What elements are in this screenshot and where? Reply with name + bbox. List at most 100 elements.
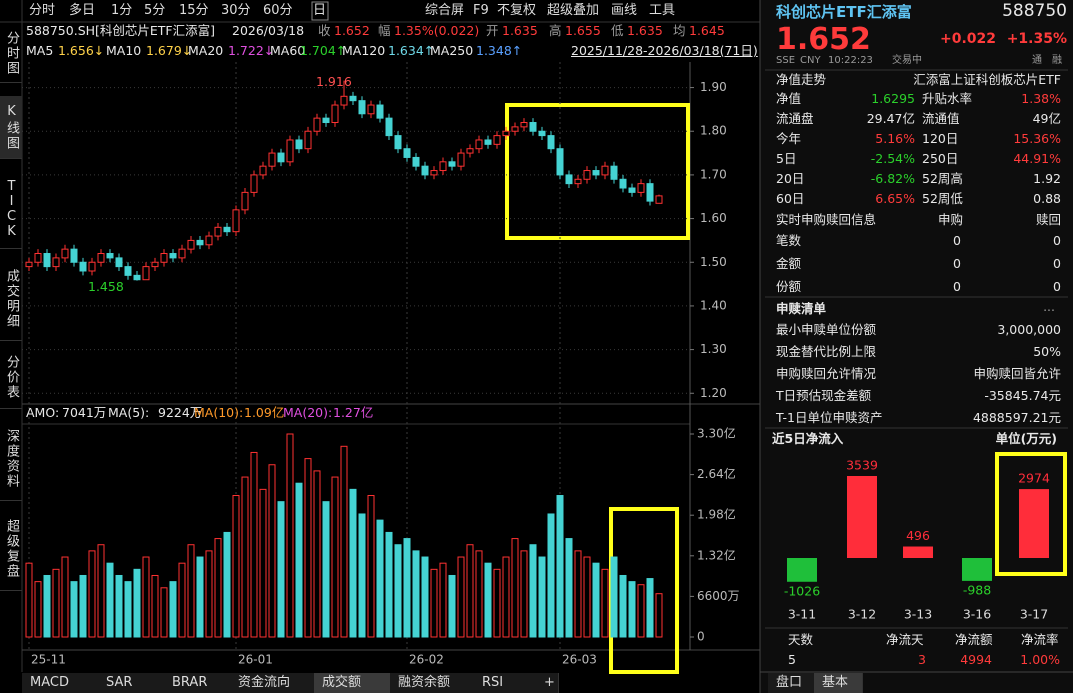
- stat-label: 52周高: [922, 171, 963, 186]
- period-tab[interactable]: 5分: [144, 3, 166, 18]
- flow-bar: [847, 476, 877, 558]
- y-tick-label: 1.20: [700, 386, 727, 400]
- side-tab[interactable]: 超级复盘: [0, 508, 22, 591]
- side-tab[interactable]: TICK: [0, 170, 22, 249]
- side-tab[interactable]: K线图: [0, 96, 22, 159]
- stat-label: 净值: [776, 91, 802, 106]
- volume-bar: [394, 544, 402, 638]
- row-value: 申购赎回皆允许: [973, 366, 1061, 381]
- candle-body: [313, 117, 321, 132]
- tool-button[interactable]: 工具: [649, 3, 676, 18]
- fund-name: 汇添富上证科创板芯片ETF: [913, 72, 1061, 87]
- candle-body: [88, 261, 96, 272]
- volume-bar: [322, 501, 330, 638]
- volume-bar: [628, 581, 636, 638]
- candle-body: [214, 226, 222, 237]
- candle-body: [151, 261, 159, 268]
- flow-bar: [787, 558, 817, 582]
- panel-tab[interactable]: 基本: [814, 673, 863, 693]
- volume-bar: [52, 568, 60, 638]
- period-tab[interactable]: 分时: [29, 3, 56, 18]
- quote-label: 低: [611, 23, 624, 38]
- y-tick-label: 1.90: [700, 80, 727, 94]
- candle-body: [304, 130, 312, 150]
- flow-value-label: -1026: [784, 583, 820, 598]
- period-tab[interactable]: 30分: [221, 3, 251, 18]
- flow-category: 3-16: [963, 607, 991, 622]
- period-tab[interactable]: 15分: [179, 3, 209, 18]
- volume-bar: [538, 556, 546, 638]
- side-tab[interactable]: 分价表: [0, 346, 22, 409]
- candle-body: [124, 266, 132, 276]
- candle-body: [133, 274, 141, 281]
- candle-body: [529, 122, 537, 132]
- max-annotation: 1.916: [316, 74, 352, 89]
- volume-bar: [88, 550, 96, 638]
- indicator-tab[interactable]: SAR: [98, 673, 165, 693]
- volume-bar: [178, 562, 186, 638]
- side-tab[interactable]: 深度资料: [0, 418, 22, 501]
- volume-bar: [556, 495, 564, 638]
- tool-button[interactable]: F9: [473, 3, 489, 18]
- stat-label: 120日: [922, 131, 959, 146]
- candle-body: [628, 187, 636, 193]
- y-tick-label: 1.40: [700, 298, 727, 312]
- amo-label: AMO:: [26, 405, 60, 420]
- quote-value: 1.655: [565, 23, 601, 38]
- tool-button[interactable]: 画线: [611, 3, 638, 18]
- more-button[interactable]: ...: [1043, 299, 1055, 314]
- volume-bar: [565, 538, 573, 638]
- period-tab[interactable]: 日: [313, 3, 327, 18]
- tool-button[interactable]: 综合屏: [425, 3, 465, 18]
- volume-bar: [484, 562, 492, 638]
- flow-category: 3-11: [788, 607, 816, 622]
- stat-label: 流通盘: [776, 111, 814, 126]
- column-header: 申购: [937, 212, 963, 227]
- volume-bar: [358, 513, 366, 638]
- indicator-tab[interactable]: RSI: [474, 673, 541, 693]
- side-tab[interactable]: 成交明细: [0, 258, 22, 341]
- ma-value: 1.656↓: [58, 43, 105, 58]
- row-value: 0: [1053, 233, 1061, 248]
- tool-button[interactable]: 不复权: [497, 3, 537, 18]
- vol-ma-label: MA(10):: [194, 405, 244, 420]
- indicator-tab[interactable]: BRAR: [164, 673, 231, 693]
- volume-bar: [448, 574, 456, 638]
- period-tab[interactable]: 多日: [69, 3, 96, 18]
- candle-body: [457, 152, 465, 167]
- volume-bar: [304, 458, 312, 638]
- candle-body: [610, 165, 618, 180]
- candle-body: [79, 261, 87, 272]
- row-label: 笔数: [776, 233, 802, 248]
- quote-label: 开: [486, 23, 499, 38]
- add-tab[interactable]: +: [540, 673, 559, 693]
- stat-value: 1.6295: [871, 91, 915, 106]
- y-tick-label: 1.70: [700, 167, 727, 181]
- period-tab[interactable]: 1分: [111, 3, 133, 18]
- row-value: 3,000,000: [997, 322, 1061, 337]
- row-label: 现金替代比例上限: [776, 344, 877, 359]
- period-tab[interactable]: 60分: [263, 3, 293, 18]
- indicator-tab[interactable]: 成交额: [314, 673, 391, 693]
- tool-button[interactable]: 超级叠加: [547, 3, 600, 18]
- indicator-tab[interactable]: MACD: [22, 673, 99, 693]
- candle-body: [502, 130, 510, 137]
- candle-body: [70, 248, 78, 263]
- summary-header: 净流天: [886, 632, 924, 647]
- indicator-tab[interactable]: 资金流向: [230, 673, 315, 693]
- volume-bar: [520, 550, 528, 638]
- candle-body: [295, 139, 303, 150]
- volume-bar: [151, 574, 159, 638]
- candle-body: [412, 156, 420, 167]
- volume-bar: [187, 544, 195, 638]
- candle-body: [169, 253, 177, 259]
- panel-tab[interactable]: 盘口: [768, 673, 817, 693]
- stat-label: 60日: [776, 191, 805, 206]
- trade-status: 交易中: [892, 55, 922, 66]
- volume-bar: [619, 574, 627, 638]
- candle-body: [358, 100, 366, 115]
- indicator-tab[interactable]: 融资余额: [390, 673, 475, 693]
- side-tab[interactable]: 分时图: [0, 24, 22, 83]
- stat-label: 250日: [922, 151, 959, 166]
- candle-body: [322, 117, 330, 124]
